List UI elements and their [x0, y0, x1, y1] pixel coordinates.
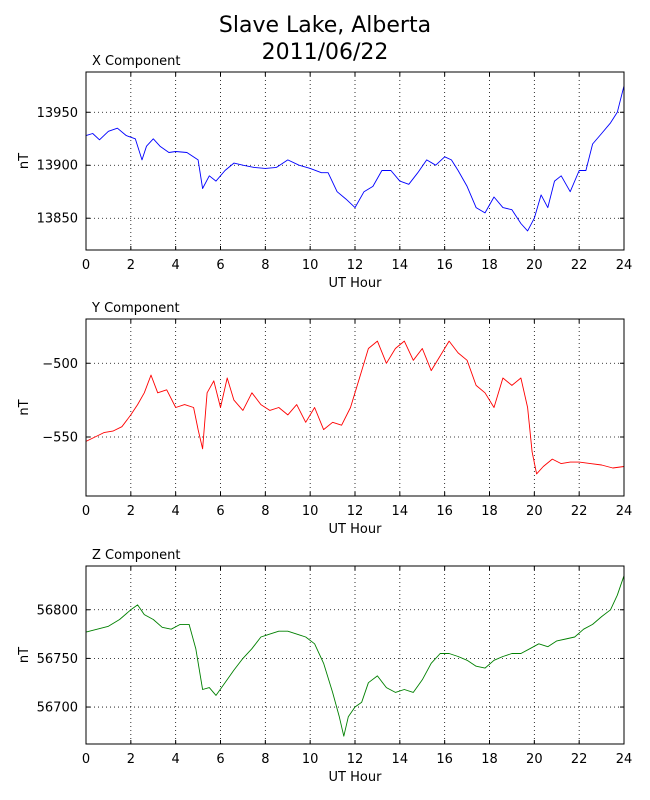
- y-axis-label: nT: [17, 647, 32, 663]
- x-tick-label: 8: [261, 752, 269, 767]
- x-tick-label: 10: [302, 504, 319, 519]
- figure-title: Slave Lake, Alberta 2011/06/22: [0, 12, 650, 66]
- y-tick-label: 56700: [37, 701, 78, 716]
- x-tick-label: 8: [261, 258, 269, 273]
- x-tick-label: 2: [127, 752, 135, 767]
- x-tick-label: 6: [216, 752, 224, 767]
- plot-frame: [85, 318, 625, 497]
- x-tick-label: 0: [82, 258, 90, 273]
- x-tick-label: 20: [526, 504, 543, 519]
- x-tick-label: 22: [571, 258, 588, 273]
- x-axis-label: UT Hour: [329, 276, 383, 291]
- figure-title-line1: Slave Lake, Alberta: [218, 13, 432, 38]
- x-tick-label: 16: [436, 258, 453, 273]
- x-tick-label: 24: [616, 258, 633, 273]
- y-tick-label: 13950: [37, 106, 78, 121]
- x-tick-label: 22: [571, 504, 588, 519]
- series-line-y: [85, 340, 625, 475]
- y-axis-label: nT: [17, 153, 32, 169]
- x-tick-label: 20: [526, 258, 543, 273]
- x-tick-label: 18: [481, 258, 498, 273]
- plot-frame: [85, 71, 625, 251]
- y-axis-label: nT: [17, 399, 32, 415]
- x-axis-label: UT Hour: [329, 522, 383, 537]
- figure-title-line2: 2011/06/22: [261, 40, 389, 65]
- x-tick-label: 6: [216, 504, 224, 519]
- x-tick-label: 16: [436, 752, 453, 767]
- x-tick-label: 4: [172, 258, 180, 273]
- x-tick-label: 0: [82, 752, 90, 767]
- plot-frame: [85, 565, 625, 745]
- x-tick-label: 8: [261, 504, 269, 519]
- y-tick-label: 56800: [37, 603, 78, 618]
- x-tick-label: 14: [392, 258, 409, 273]
- x-tick-label: 18: [481, 504, 498, 519]
- series-line-x: [85, 85, 625, 232]
- y-tick-label: 13900: [37, 159, 78, 174]
- x-tick-label: 2: [127, 258, 135, 273]
- x-tick-label: 20: [526, 752, 543, 767]
- x-tick-label: 12: [347, 752, 364, 767]
- panel-title: X Component: [92, 54, 181, 69]
- y-tick-label: 13850: [37, 212, 78, 227]
- panel-title: Y Component: [91, 301, 180, 316]
- x-tick-label: 14: [392, 504, 409, 519]
- x-axis-label: UT Hour: [329, 770, 383, 785]
- y-tick-label: −550: [42, 431, 78, 446]
- x-tick-label: 0: [82, 504, 90, 519]
- y-tick-label: 56750: [37, 652, 78, 667]
- y-tick-label: −500: [42, 357, 78, 372]
- x-tick-label: 16: [436, 504, 453, 519]
- x-tick-label: 6: [216, 258, 224, 273]
- series-line-z: [85, 575, 625, 737]
- x-tick-label: 10: [302, 752, 319, 767]
- panel-title: Z Component: [92, 548, 181, 563]
- x-tick-label: 18: [481, 752, 498, 767]
- x-tick-label: 4: [172, 752, 180, 767]
- x-tick-label: 22: [571, 752, 588, 767]
- x-tick-label: 12: [347, 258, 364, 273]
- x-tick-label: 24: [616, 752, 633, 767]
- x-tick-label: 2: [127, 504, 135, 519]
- x-tick-label: 4: [172, 504, 180, 519]
- x-tick-label: 12: [347, 504, 364, 519]
- x-tick-label: 10: [302, 258, 319, 273]
- x-tick-label: 14: [392, 752, 409, 767]
- x-tick-label: 24: [616, 504, 633, 519]
